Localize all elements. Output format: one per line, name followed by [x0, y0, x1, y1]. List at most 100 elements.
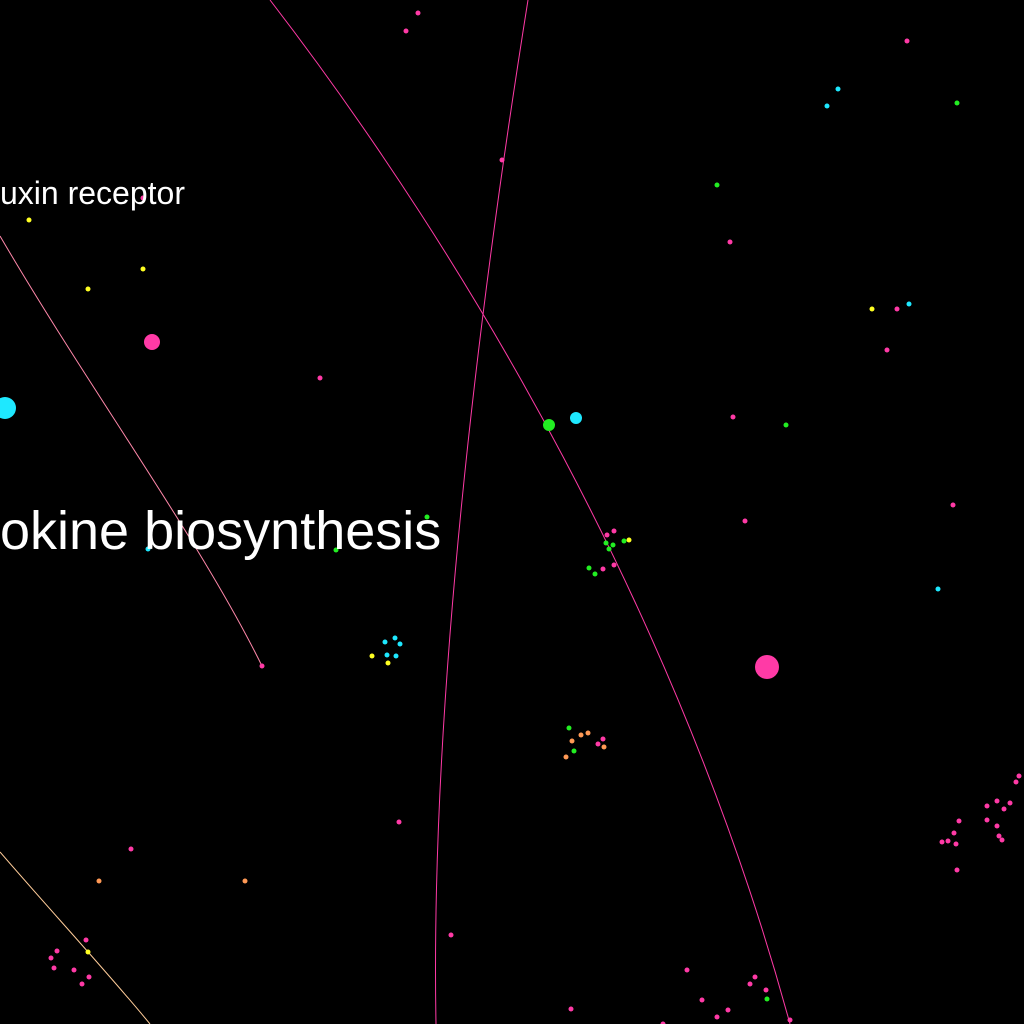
- node-pink[interactable]: [994, 823, 1000, 829]
- node-cyan[interactable]: [384, 652, 390, 658]
- node-green[interactable]: [610, 542, 616, 548]
- node-green[interactable]: [603, 540, 609, 546]
- node-cyan[interactable]: [397, 641, 403, 647]
- node-pink[interactable]: [1016, 773, 1022, 779]
- node-pink[interactable]: [714, 1014, 720, 1020]
- node-green[interactable]: [566, 725, 572, 731]
- node-orange[interactable]: [569, 738, 575, 744]
- node-pink[interactable]: [611, 528, 617, 534]
- node-pink[interactable]: [950, 502, 956, 508]
- node-pink[interactable]: [396, 819, 402, 825]
- node-orange[interactable]: [242, 878, 248, 884]
- node-pink[interactable]: [1007, 800, 1013, 806]
- node-pink[interactable]: [684, 967, 690, 973]
- node-pink[interactable]: [999, 837, 1005, 843]
- node-green[interactable]: [954, 100, 960, 106]
- node-pink[interactable]: [54, 948, 60, 954]
- label-auxin-receptor[interactable]: uxin receptor: [0, 175, 185, 211]
- node-cyan[interactable]: [835, 86, 841, 92]
- node-pink[interactable]: [725, 1007, 731, 1013]
- node-pink[interactable]: [71, 967, 77, 973]
- node-cyan[interactable]: [382, 639, 388, 645]
- node-orange[interactable]: [578, 732, 584, 738]
- node-pink[interactable]: [317, 375, 323, 381]
- node-yellow[interactable]: [85, 286, 91, 292]
- node-green[interactable]: [424, 514, 430, 520]
- node-pink[interactable]: [79, 981, 85, 987]
- node-yellow[interactable]: [85, 949, 91, 955]
- node-yellow[interactable]: [369, 653, 375, 659]
- node-pink[interactable]: [568, 1006, 574, 1012]
- node-green[interactable]: [714, 182, 720, 188]
- node-pink[interactable]: [660, 1021, 666, 1024]
- node-pink[interactable]: [144, 334, 160, 350]
- node-pink[interactable]: [787, 1017, 793, 1023]
- node-pink[interactable]: [415, 10, 421, 16]
- node-yellow[interactable]: [140, 266, 146, 272]
- node-yellow[interactable]: [626, 537, 632, 543]
- node-cyan[interactable]: [570, 412, 582, 424]
- node-pink[interactable]: [128, 846, 134, 852]
- node-pink[interactable]: [730, 414, 736, 420]
- node-pink[interactable]: [86, 974, 92, 980]
- node-pink[interactable]: [763, 987, 769, 993]
- node-cyan[interactable]: [145, 546, 151, 552]
- node-pink[interactable]: [939, 839, 945, 845]
- node-cyan[interactable]: [935, 586, 941, 592]
- node-cyan[interactable]: [392, 635, 398, 641]
- node-pink[interactable]: [1013, 779, 1019, 785]
- node-yellow[interactable]: [26, 217, 32, 223]
- node-cyan[interactable]: [906, 301, 912, 307]
- node-pink[interactable]: [83, 937, 89, 943]
- node-green[interactable]: [586, 565, 592, 571]
- node-pink[interactable]: [600, 566, 606, 572]
- node-cyan[interactable]: [0, 397, 16, 419]
- node-pink[interactable]: [51, 965, 57, 971]
- node-pink[interactable]: [699, 997, 705, 1003]
- node-pink[interactable]: [611, 562, 617, 568]
- node-pink[interactable]: [742, 518, 748, 524]
- node-pink[interactable]: [994, 798, 1000, 804]
- node-pink[interactable]: [499, 157, 505, 163]
- node-green[interactable]: [621, 538, 627, 544]
- node-pink[interactable]: [956, 818, 962, 824]
- node-pink[interactable]: [984, 817, 990, 823]
- node-green[interactable]: [606, 546, 612, 552]
- node-green[interactable]: [592, 571, 598, 577]
- node-orange[interactable]: [601, 744, 607, 750]
- node-orange[interactable]: [563, 754, 569, 760]
- node-pink[interactable]: [747, 981, 753, 987]
- node-pink[interactable]: [884, 347, 890, 353]
- node-pink[interactable]: [752, 974, 758, 980]
- node-pink[interactable]: [727, 239, 733, 245]
- node-pink[interactable]: [595, 741, 601, 747]
- node-cyan[interactable]: [824, 103, 830, 109]
- node-pink[interactable]: [755, 655, 779, 679]
- node-pink[interactable]: [951, 830, 957, 836]
- node-green[interactable]: [783, 422, 789, 428]
- node-pink[interactable]: [996, 833, 1002, 839]
- node-pink[interactable]: [259, 663, 265, 669]
- node-green[interactable]: [333, 547, 339, 553]
- node-pink[interactable]: [984, 803, 990, 809]
- node-green[interactable]: [764, 996, 770, 1002]
- node-pink[interactable]: [140, 195, 146, 201]
- node-orange[interactable]: [96, 878, 102, 884]
- node-green[interactable]: [571, 748, 577, 754]
- node-yellow[interactable]: [385, 660, 391, 666]
- node-pink[interactable]: [600, 736, 606, 742]
- node-pink[interactable]: [945, 838, 951, 844]
- node-yellow[interactable]: [869, 306, 875, 312]
- label-cytokine-biosynthesis[interactable]: okine biosynthesis: [0, 501, 442, 561]
- node-orange[interactable]: [585, 730, 591, 736]
- node-pink[interactable]: [403, 28, 409, 34]
- node-pink[interactable]: [894, 306, 900, 312]
- node-pink[interactable]: [954, 867, 960, 873]
- node-pink[interactable]: [48, 955, 54, 961]
- node-pink[interactable]: [448, 932, 454, 938]
- node-pink[interactable]: [1001, 806, 1007, 812]
- node-green[interactable]: [543, 419, 555, 431]
- node-pink[interactable]: [604, 532, 610, 538]
- node-cyan[interactable]: [393, 653, 399, 659]
